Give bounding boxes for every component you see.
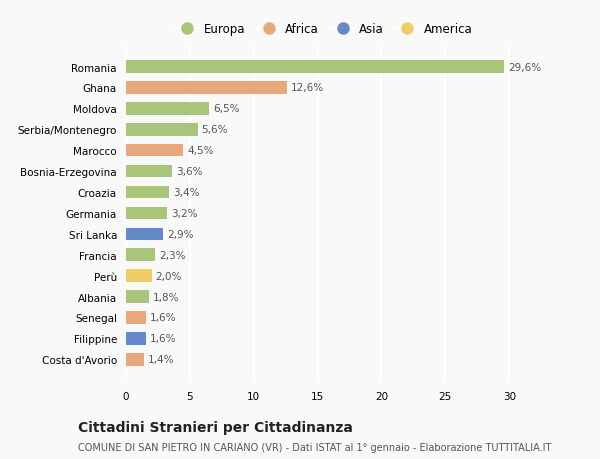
Legend: Europa, Africa, Asia, America: Europa, Africa, Asia, America [170, 18, 478, 41]
Text: 1,8%: 1,8% [153, 292, 179, 302]
Bar [126, 207, 167, 220]
Text: 29,6%: 29,6% [508, 62, 541, 73]
Text: 12,6%: 12,6% [291, 83, 324, 93]
Text: Cittadini Stranieri per Cittadinanza: Cittadini Stranieri per Cittadinanza [78, 420, 353, 434]
Text: 1,4%: 1,4% [148, 354, 174, 364]
Bar [126, 82, 287, 95]
Text: 1,6%: 1,6% [150, 334, 177, 344]
Text: 6,5%: 6,5% [213, 104, 239, 114]
Bar [126, 353, 144, 366]
Text: COMUNE DI SAN PIETRO IN CARIANO (VR) - Dati ISTAT al 1° gennaio - Elaborazione T: COMUNE DI SAN PIETRO IN CARIANO (VR) - D… [78, 442, 551, 452]
Bar [126, 124, 197, 136]
Bar [126, 249, 155, 262]
Text: 5,6%: 5,6% [202, 125, 228, 135]
Text: 2,0%: 2,0% [155, 271, 182, 281]
Bar [126, 186, 169, 199]
Text: 4,5%: 4,5% [187, 146, 214, 156]
Text: 3,4%: 3,4% [173, 188, 200, 197]
Text: 3,2%: 3,2% [171, 208, 197, 218]
Bar [126, 332, 146, 345]
Text: 1,6%: 1,6% [150, 313, 177, 323]
Text: 3,6%: 3,6% [176, 167, 202, 177]
Bar [126, 165, 172, 178]
Bar [126, 228, 163, 241]
Bar [126, 312, 146, 324]
Bar [126, 270, 152, 282]
Bar [126, 61, 504, 73]
Text: 2,9%: 2,9% [167, 230, 193, 239]
Bar [126, 103, 209, 115]
Bar [126, 291, 149, 303]
Bar [126, 145, 184, 157]
Text: 2,3%: 2,3% [159, 250, 186, 260]
